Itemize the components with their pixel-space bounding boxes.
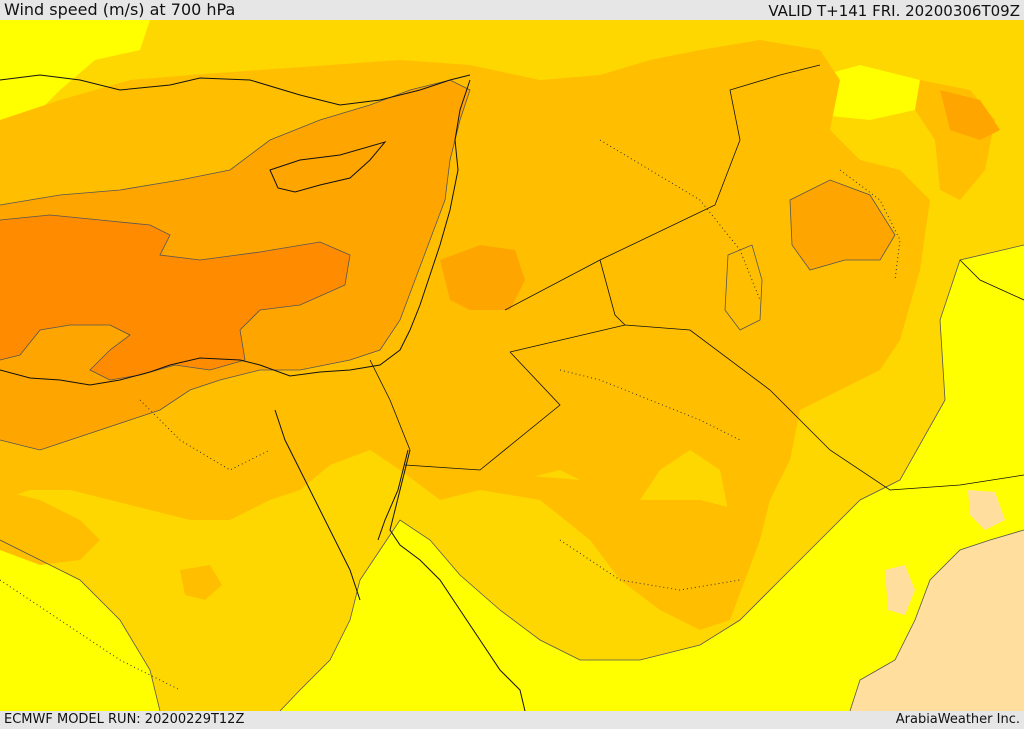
band-lightest-patch-2 xyxy=(968,490,1005,530)
border-egypt-sudan xyxy=(404,351,561,471)
band-yellow-east xyxy=(280,245,1024,711)
band-dark-orange-core xyxy=(0,215,350,380)
band-orange-north-patch xyxy=(940,90,1000,140)
brand-label: ArabiaWeather Inc. xyxy=(895,712,1020,727)
footer-bar: ECMWF MODEL RUN: 20200229T12Z ArabiaWeat… xyxy=(0,711,1024,729)
contour-lines xyxy=(0,79,1024,711)
map-title: Wind speed (m/s) at 700 hPa xyxy=(4,0,236,19)
coast-cyprus xyxy=(269,141,387,193)
band-orange-levant-patch xyxy=(440,245,525,310)
border-jordan-iraq-2 xyxy=(599,259,626,326)
coast-levant xyxy=(0,79,471,386)
coast-sinai-west xyxy=(274,409,361,601)
coast-turkey xyxy=(0,74,471,106)
border-egypt-israel xyxy=(369,359,411,451)
band-amber-sw-patch xyxy=(180,565,222,600)
coast-sinai-east xyxy=(377,449,409,541)
wind-speed-map[interactable] xyxy=(0,20,1024,711)
band-amber-west-south xyxy=(0,490,100,565)
band-lightest-southeast xyxy=(850,530,1024,711)
band-yellow-southwest xyxy=(0,540,160,711)
border-saudi-kuwait xyxy=(959,259,1024,301)
dotted-isolines xyxy=(0,139,901,691)
model-run-label: ECMWF MODEL RUN: 20200229T12Z xyxy=(4,712,245,727)
coast-red-sea-east xyxy=(389,449,526,711)
band-lightest-patch xyxy=(885,565,915,615)
border-jordan-saudi xyxy=(509,324,1024,491)
band-orange-east-patch xyxy=(790,180,895,270)
band-yellow-northwest xyxy=(0,20,150,135)
coastlines xyxy=(0,74,526,711)
header-bar: Wind speed (m/s) at 700 hPa VALID T+141 … xyxy=(0,0,1024,20)
band-amber-south-lobe xyxy=(480,475,760,630)
political-borders xyxy=(369,64,1024,491)
valid-time: VALID T+141 FRI. 20200306T09Z xyxy=(768,2,1020,20)
